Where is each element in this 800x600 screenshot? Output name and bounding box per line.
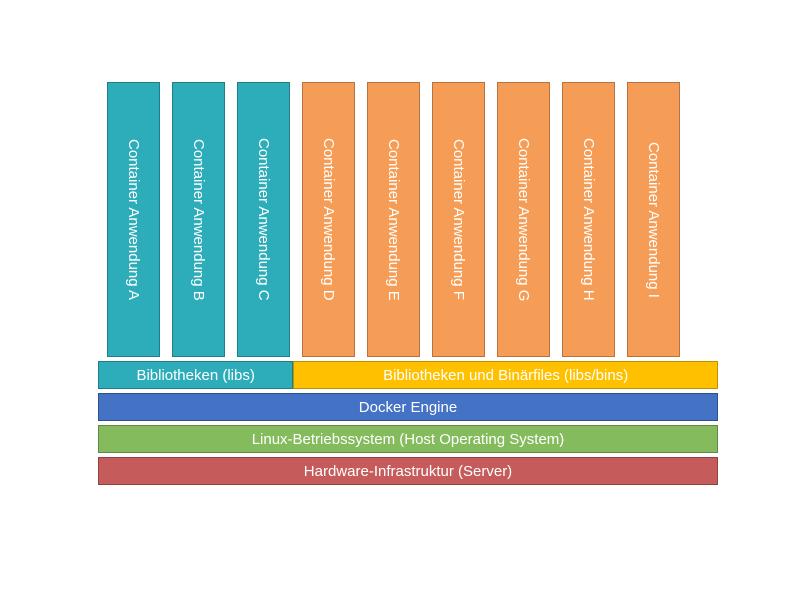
containers-row: Container Anwendung A Container Anwendun… [98,82,718,357]
container-label: Container Anwendung I [645,142,662,298]
container-box-i: Container Anwendung I [627,82,680,357]
hardware-row: Hardware-Infrastruktur (Server) [98,457,718,485]
container-label: Container Anwendung B [190,139,207,301]
container-label: Container Anwendung G [515,138,532,301]
container-label: Container Anwendung D [320,138,337,301]
docker-engine-row: Docker Engine [98,393,718,421]
host-os-row: Linux-Betriebssystem (Host Operating Sys… [98,425,718,453]
libs-row: Bibliotheken (libs) Bibliotheken und Bin… [98,361,718,389]
container-label: Container Anwendung F [450,139,467,300]
container-label: Container Anwendung E [385,139,402,301]
container-box-e: Container Anwendung E [367,82,420,357]
row-label: Docker Engine [359,399,457,416]
libs-box-yellow: Bibliotheken und Binärfiles (libs/bins) [293,361,718,389]
container-box-a: Container Anwendung A [107,82,160,357]
container-label: Container Anwendung H [580,138,597,301]
row-label: Linux-Betriebssystem (Host Operating Sys… [252,431,565,448]
row-label: Hardware-Infrastruktur (Server) [304,463,512,480]
docker-architecture-diagram: Container Anwendung A Container Anwendun… [98,82,718,485]
container-box-c: Container Anwendung C [237,82,290,357]
libs-label: Bibliotheken (libs) [136,367,254,384]
container-label: Container Anwendung C [255,138,272,301]
container-box-b: Container Anwendung B [172,82,225,357]
container-box-h: Container Anwendung H [562,82,615,357]
container-box-f: Container Anwendung F [432,82,485,357]
libs-box-teal: Bibliotheken (libs) [98,361,293,389]
container-box-d: Container Anwendung D [302,82,355,357]
container-box-g: Container Anwendung G [497,82,550,357]
libs-label: Bibliotheken und Binärfiles (libs/bins) [383,367,628,384]
container-label: Container Anwendung A [125,139,142,300]
